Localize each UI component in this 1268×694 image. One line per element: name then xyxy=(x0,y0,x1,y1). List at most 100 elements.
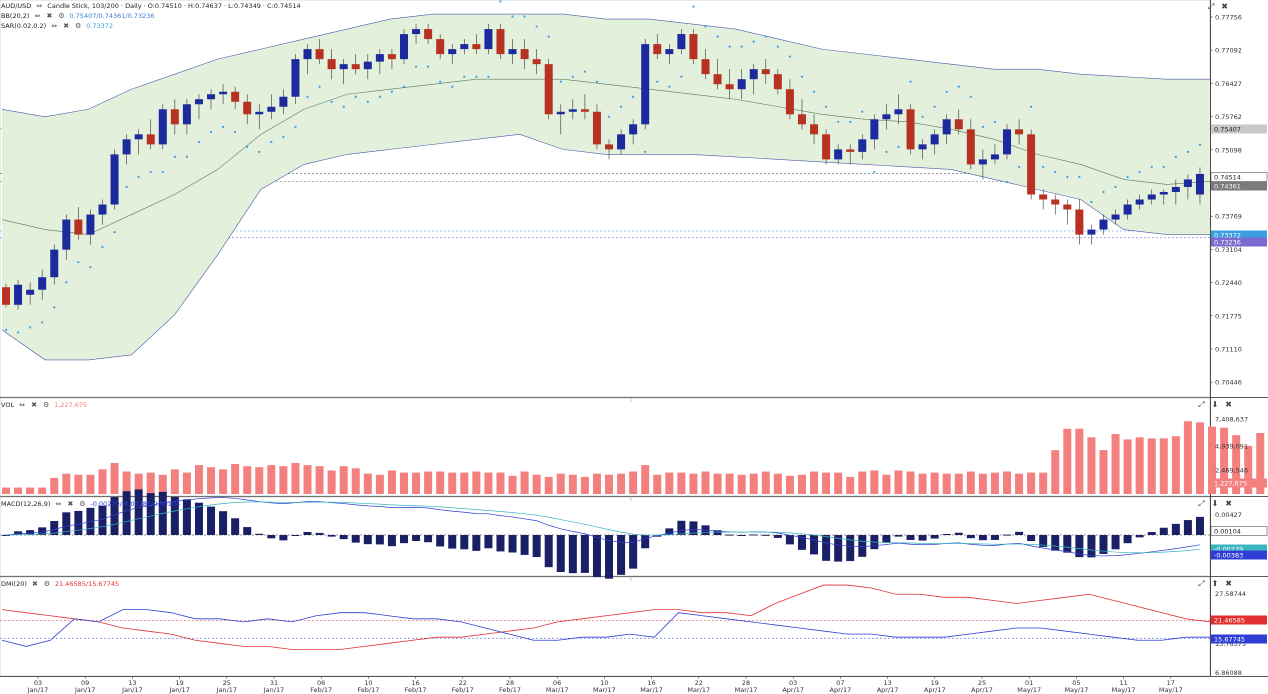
expand-icon[interactable]: ⤢ xyxy=(1207,2,1215,11)
candle-body xyxy=(810,124,819,135)
sar-label: SAR(0.02,0.2) xyxy=(1,22,47,30)
close-icon[interactable]: ✖ xyxy=(1225,400,1232,409)
volume-bar xyxy=(74,474,83,494)
candle-body xyxy=(749,69,758,80)
x-tick-day: 28 xyxy=(506,679,514,687)
macd-tick-label: 0.00427 xyxy=(1215,511,1242,519)
close-icon[interactable]: ✖ xyxy=(67,500,74,508)
volume-bar xyxy=(327,470,336,494)
close-icon[interactable]: ✖ xyxy=(63,22,70,30)
close-icon[interactable]: ✖ xyxy=(31,580,38,588)
volume-bar xyxy=(339,466,348,494)
sar-dot xyxy=(752,40,755,43)
resize-handle: ⁞ xyxy=(630,576,632,583)
sar-dot xyxy=(173,155,176,158)
visibility-icon[interactable]: ⇔ xyxy=(34,12,41,20)
visibility-icon[interactable]: ⇔ xyxy=(51,22,58,30)
candle-body xyxy=(737,79,746,90)
gear-icon[interactable]: ⚙ xyxy=(58,12,65,20)
sar-dot xyxy=(837,120,840,123)
candle-body xyxy=(858,139,867,152)
sar-dot xyxy=(65,281,68,284)
gear-icon[interactable]: ⚙ xyxy=(79,500,86,508)
macd-histogram-bar xyxy=(1159,527,1168,535)
volume-bar xyxy=(677,472,686,494)
gear-icon[interactable]: ⚙ xyxy=(42,401,50,409)
volume-bar xyxy=(219,469,228,494)
candle-body xyxy=(170,109,179,125)
candle-body xyxy=(496,29,505,55)
close-icon[interactable]: ✖ xyxy=(46,12,53,20)
sar-dot xyxy=(764,35,767,38)
close-icon[interactable]: ✖ xyxy=(31,401,38,409)
gear-icon[interactable]: ⚙ xyxy=(75,22,82,30)
macd-histogram-bar xyxy=(219,511,228,535)
macd-histogram-bar xyxy=(689,521,698,535)
macd-histogram-bar xyxy=(1147,532,1156,535)
volume-bar xyxy=(50,477,59,494)
close-icon[interactable]: ✖ xyxy=(1225,579,1232,588)
candle-body xyxy=(918,144,927,150)
sar-dot xyxy=(1114,185,1117,189)
macd-histogram-bar xyxy=(399,535,408,544)
candle-body xyxy=(255,111,264,115)
sar-dot xyxy=(125,185,128,189)
candle-body xyxy=(713,74,722,85)
macd-histogram-bar xyxy=(74,510,83,535)
volume-bar xyxy=(1027,472,1036,494)
volume-bar xyxy=(134,473,143,494)
sar-dot xyxy=(487,75,490,78)
expand-icon[interactable]: ⤢ xyxy=(1198,579,1205,588)
macd-histogram-bar xyxy=(858,535,867,557)
x-tick-month: Feb/17 xyxy=(499,686,521,694)
candle-body xyxy=(122,139,131,155)
macd-histogram-bar xyxy=(568,535,577,574)
macd-histogram-bar xyxy=(1123,535,1132,544)
x-tick-month: Jan/17 xyxy=(168,686,189,694)
sar-dot xyxy=(270,140,273,143)
move-down-icon[interactable]: ⬇ xyxy=(1211,499,1219,508)
x-tick-day: 10 xyxy=(600,679,608,687)
x-tick-day: 13 xyxy=(128,679,136,687)
macd-label: MACD(12,26,9) xyxy=(1,500,51,508)
sar-dot xyxy=(523,15,526,18)
bb-legend: BB(20,2) ⇔ ✖ ⚙ 0.75407/0.74361/0.73236 xyxy=(1,11,155,21)
gear-icon[interactable]: ⚙ xyxy=(43,580,51,588)
candle-body xyxy=(1183,179,1192,187)
macd-histogram-bar xyxy=(834,535,843,562)
expand-icon[interactable]: ⤢ xyxy=(1198,400,1205,409)
expand-icon[interactable]: ⤢ xyxy=(1198,499,1205,508)
volume-bar xyxy=(1063,428,1072,494)
macd-histogram-bar xyxy=(182,499,191,535)
volume-bar xyxy=(1220,427,1229,494)
sar-dot xyxy=(197,140,201,143)
visibility-icon[interactable]: ⇔ xyxy=(36,2,43,10)
candle-body xyxy=(436,39,445,55)
sar-dot xyxy=(704,25,707,28)
sar-dot xyxy=(644,150,647,153)
volume-bar xyxy=(363,473,372,494)
close-icon[interactable]: ✖ xyxy=(1221,2,1228,11)
move-down-icon[interactable]: ⬇ xyxy=(1211,400,1219,409)
macd-line-tag: -0.00383 xyxy=(1214,551,1243,559)
dmi-tick-label: 13.76373 xyxy=(1215,640,1246,648)
candle-body xyxy=(1159,191,1168,195)
volume-bar xyxy=(424,471,433,494)
volume-bar xyxy=(170,469,179,494)
macd-histogram-bar xyxy=(592,535,601,578)
visibility-icon[interactable]: ⇔ xyxy=(19,401,26,409)
volume-bar xyxy=(26,487,35,494)
candle-body xyxy=(412,29,421,35)
candle-body xyxy=(665,49,674,55)
x-tick-month: Jan/17 xyxy=(263,686,284,694)
close-icon[interactable]: ✖ xyxy=(1225,499,1232,508)
visibility-icon[interactable]: ⇔ xyxy=(55,500,62,508)
candle-body xyxy=(279,96,288,107)
dmi-tick-label: 27.58744 xyxy=(1215,590,1246,598)
move-up-icon[interactable]: ⬆ xyxy=(1211,579,1219,588)
macd-histogram-bar xyxy=(375,535,384,545)
macd-histogram-bar xyxy=(1171,523,1180,535)
candle-body xyxy=(629,124,638,135)
sar-dot xyxy=(981,125,984,128)
volume-bar xyxy=(749,473,758,494)
